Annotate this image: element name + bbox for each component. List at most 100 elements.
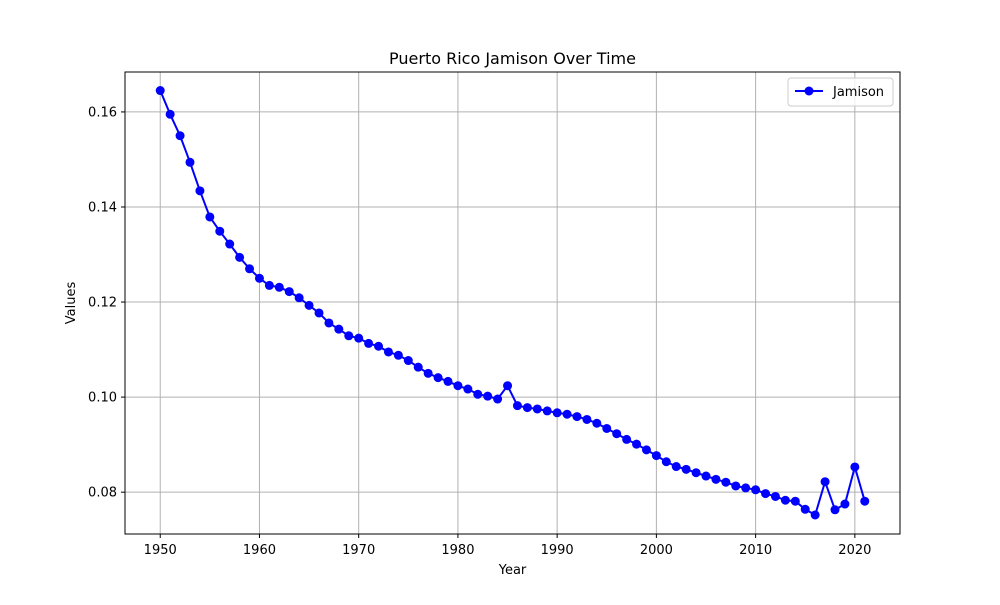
data-point xyxy=(552,408,562,418)
data-point xyxy=(215,226,225,236)
data-point xyxy=(354,333,364,343)
data-point xyxy=(205,212,215,222)
data-point xyxy=(304,300,314,310)
y-tick-label: 0.08 xyxy=(88,486,117,501)
data-point xyxy=(175,131,185,141)
data-point xyxy=(383,347,393,357)
data-point xyxy=(155,86,165,96)
data-point xyxy=(612,429,622,439)
data-point xyxy=(314,308,324,318)
y-axis-label: Values xyxy=(64,282,79,325)
data-point xyxy=(364,338,374,348)
data-point xyxy=(264,280,274,290)
legend-marker xyxy=(804,86,814,96)
legend-label: Jamison xyxy=(832,85,884,100)
y-tick-label: 0.16 xyxy=(88,105,117,120)
data-point xyxy=(671,462,681,472)
data-point xyxy=(503,381,513,391)
data-point xyxy=(830,505,840,515)
x-tick-label: 1960 xyxy=(243,543,276,558)
x-tick-label: 2020 xyxy=(838,543,871,558)
data-point xyxy=(681,464,691,474)
data-point xyxy=(701,471,711,481)
data-point xyxy=(284,287,294,297)
data-point xyxy=(661,457,671,467)
data-point xyxy=(770,491,780,501)
data-point xyxy=(443,376,453,386)
data-point xyxy=(542,406,552,416)
data-point xyxy=(751,485,761,495)
legend-box xyxy=(787,77,894,107)
data-point xyxy=(602,423,612,433)
series-layer xyxy=(155,86,870,520)
x-tick-label: 1950 xyxy=(144,543,177,558)
y-tick-label: 0.14 xyxy=(88,200,117,215)
data-point xyxy=(741,483,751,493)
plot-area xyxy=(125,72,900,534)
data-point xyxy=(165,109,175,119)
data-point xyxy=(403,356,413,366)
data-point xyxy=(582,414,592,424)
data-point xyxy=(632,439,642,449)
data-point xyxy=(235,252,245,262)
data-point xyxy=(850,462,860,472)
data-point xyxy=(522,403,532,413)
data-point xyxy=(651,451,661,461)
data-point xyxy=(195,186,205,196)
data-point xyxy=(225,239,235,249)
data-point xyxy=(532,404,542,414)
data-point xyxy=(274,282,284,292)
y-tick-label: 0.12 xyxy=(88,296,117,311)
data-point xyxy=(562,409,572,419)
data-point xyxy=(840,499,850,509)
data-point xyxy=(423,368,433,378)
data-point xyxy=(721,477,731,487)
data-point xyxy=(463,384,473,394)
data-point xyxy=(572,412,582,422)
data-point xyxy=(691,468,701,478)
data-point xyxy=(820,477,830,487)
data-point xyxy=(185,157,195,167)
x-axis-ticks: 1950 1960 1970 1980 1990 2000 2010 2020 xyxy=(144,534,871,558)
data-point xyxy=(761,489,771,499)
x-tick-label: 2000 xyxy=(640,543,673,558)
data-point xyxy=(413,362,423,372)
data-point xyxy=(493,394,503,404)
x-grid xyxy=(159,72,856,534)
data-point xyxy=(334,324,344,334)
data-point xyxy=(790,496,800,506)
data-point xyxy=(860,496,870,506)
x-tick-label: 2010 xyxy=(739,543,772,558)
data-point xyxy=(393,350,403,360)
data-point xyxy=(324,318,334,328)
data-point xyxy=(473,389,483,399)
data-point xyxy=(592,418,602,428)
data-point xyxy=(641,445,651,455)
data-point xyxy=(433,373,443,383)
data-point xyxy=(810,510,820,520)
y-axis-ticks: 0.08 0.10 0.12 0.14 0.16 xyxy=(88,105,125,501)
y-grid xyxy=(125,111,900,493)
x-axis-label: Year xyxy=(498,563,527,578)
x-tick-label: 1990 xyxy=(541,543,574,558)
x-tick-label: 1980 xyxy=(441,543,474,558)
plot-frame xyxy=(124,71,901,535)
data-point xyxy=(374,341,384,351)
data-point xyxy=(254,273,264,283)
data-point xyxy=(731,481,741,491)
y-tick-label: 0.10 xyxy=(88,391,117,406)
chart-title: Puerto Rico Jamison Over Time xyxy=(389,49,636,68)
data-point xyxy=(512,401,522,411)
x-tick-label: 1970 xyxy=(342,543,375,558)
data-point xyxy=(344,331,354,341)
data-point xyxy=(780,495,790,505)
data-point xyxy=(622,434,632,444)
data-point xyxy=(294,293,304,303)
data-point xyxy=(800,504,810,514)
data-point xyxy=(453,381,463,391)
legend: Jamison xyxy=(787,77,894,107)
data-point xyxy=(483,391,493,401)
data-point xyxy=(245,264,255,274)
